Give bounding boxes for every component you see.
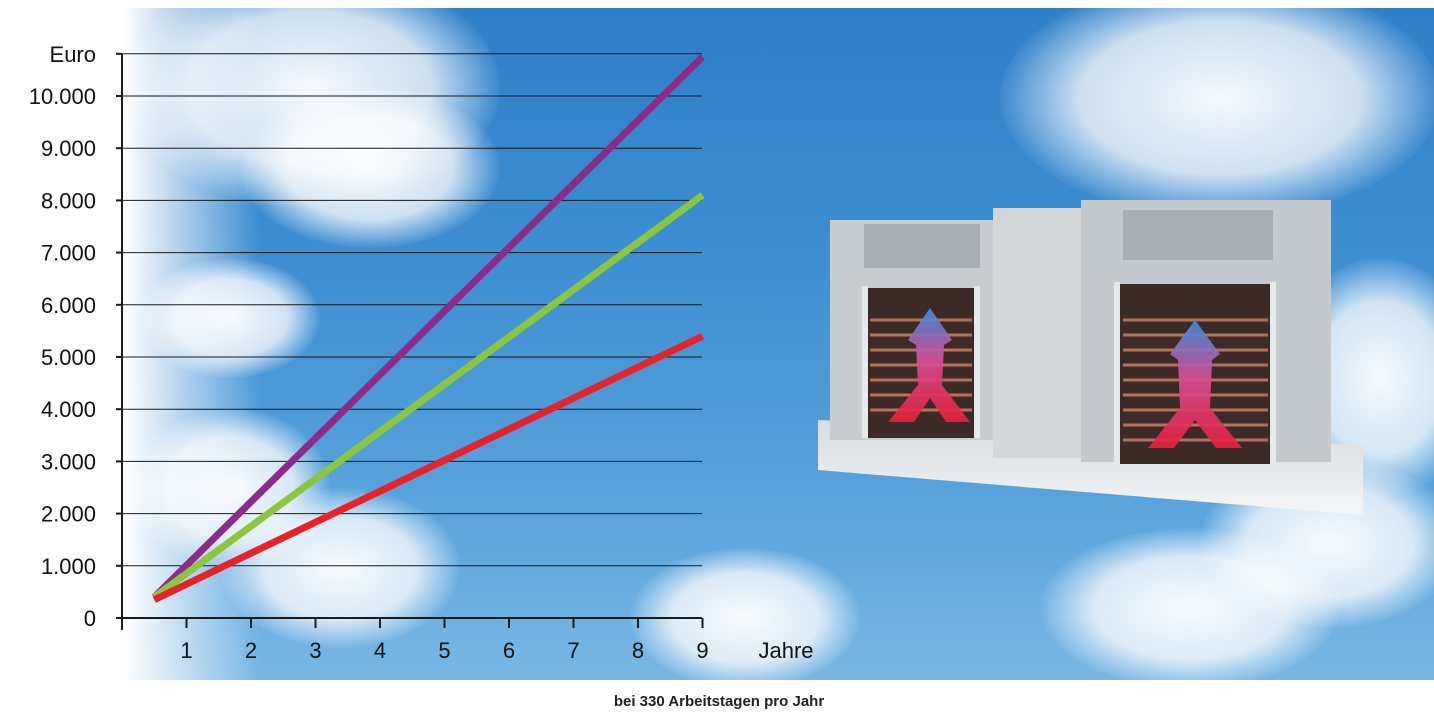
airflow-arrow-icon <box>1148 320 1242 448</box>
x-tick-label: 2 <box>245 638 257 663</box>
chart-caption: bei 330 Arbeitstagen pro Jahr <box>613 693 825 710</box>
x-tick-label: 7 <box>567 638 579 663</box>
x-tick-label: 9 <box>696 638 708 663</box>
cloud <box>240 88 500 248</box>
y-tick-label: 5.000 <box>41 345 96 370</box>
series-line <box>151 54 705 600</box>
x-tick-label: 5 <box>438 638 450 663</box>
y-tick-label: 1.000 <box>41 554 96 579</box>
x-axis-label: Jahre <box>758 638 813 663</box>
y-tick-label: 2.000 <box>41 502 96 527</box>
cloud <box>630 548 860 680</box>
x-tick-label: 1 <box>180 638 192 663</box>
cloud <box>220 488 460 648</box>
y-tick-label: 0 <box>84 606 96 631</box>
y-tick-label: 7.000 <box>41 241 96 266</box>
y-tick-label: 8.000 <box>41 188 96 213</box>
x-tick-label: 4 <box>374 638 386 663</box>
series-line <box>152 192 705 600</box>
x-tick-label: 3 <box>309 638 321 663</box>
air-handling-unit-icon <box>818 200 1363 515</box>
y-tick-label: 10.000 <box>29 84 96 109</box>
tick-labels: 0 1.000 2.000 3.000 4.000 5.000 6.000 7.000 8.00… <box>29 42 814 663</box>
y-tick-label: 3.000 <box>41 449 96 474</box>
y-tick-label: 9.000 <box>41 136 96 161</box>
axes <box>116 52 704 630</box>
y-axis-label: Euro <box>50 42 96 67</box>
cloud <box>1000 8 1434 218</box>
series-lines <box>151 54 705 603</box>
airflow-arrow-icon <box>888 308 970 422</box>
grid-lines <box>122 53 702 567</box>
y-tick-label: 6.000 <box>41 293 96 318</box>
x-tick-label: 8 <box>632 638 644 663</box>
x-tick-label: 6 <box>503 638 515 663</box>
series-line <box>152 332 705 603</box>
y-tick-label: 4.000 <box>41 397 96 422</box>
